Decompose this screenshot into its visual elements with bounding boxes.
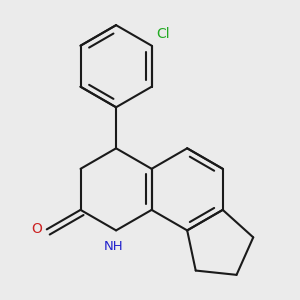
Text: Cl: Cl (156, 27, 169, 41)
Text: O: O (32, 222, 42, 236)
Text: NH: NH (104, 240, 124, 253)
